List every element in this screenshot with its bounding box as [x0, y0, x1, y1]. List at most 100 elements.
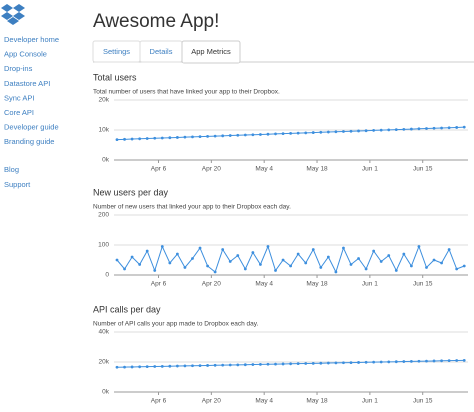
data-point: [198, 364, 202, 367]
data-point: [296, 131, 300, 135]
sidebar-link[interactable]: Support: [4, 180, 31, 189]
x-tick-label: Jun 1: [362, 166, 378, 173]
data-point: [251, 133, 255, 137]
data-point: [364, 267, 368, 271]
x-tick-label: Apr 20: [202, 166, 222, 173]
data-point: [304, 131, 308, 135]
data-point: [145, 249, 149, 253]
tab[interactable]: [181, 40, 241, 64]
data-point: [274, 269, 277, 272]
data-point: [138, 365, 142, 369]
data-point: [183, 135, 187, 139]
app-title: Awesome App!: [93, 11, 219, 32]
sidebar-link[interactable]: Datastore API: [4, 79, 50, 88]
sidebar-link[interactable]: Developer guide: [4, 123, 59, 132]
data-point: [394, 128, 398, 132]
data-point: [221, 134, 225, 138]
data-point: [228, 260, 232, 263]
data-point: [259, 363, 262, 366]
data-point: [145, 365, 149, 369]
x-tick-label: Apr 6: [151, 281, 167, 288]
data-point: [425, 359, 428, 363]
data-point: [138, 263, 142, 266]
sidebar-link[interactable]: App Console: [4, 50, 47, 59]
data-point: [274, 132, 277, 136]
data-point: [198, 246, 202, 250]
x-tick-label: Apr 6: [151, 166, 167, 173]
chart-subtitle: Number of new users that linked your app…: [93, 204, 291, 211]
data-point: [326, 130, 330, 134]
data-point: [191, 364, 194, 368]
data-point: [213, 134, 217, 138]
data-point: [259, 133, 262, 136]
sidebar-link[interactable]: Developer home: [4, 35, 59, 44]
tab-label[interactable]: App Metrics: [191, 47, 231, 56]
x-tick-label: Jun 15: [413, 166, 433, 173]
data-point: [130, 365, 134, 369]
data-point: [387, 254, 391, 257]
data-point: [160, 245, 164, 248]
data-point: [455, 267, 459, 271]
sidebar-link[interactable]: Branding guide: [4, 137, 54, 146]
sidebar-link[interactable]: Blog: [4, 165, 19, 174]
data-point: [296, 252, 300, 256]
data-point: [417, 127, 421, 131]
tab-label[interactable]: Settings: [103, 47, 130, 56]
data-point: [417, 359, 421, 363]
data-point: [342, 246, 345, 250]
data-point: [160, 136, 164, 140]
data-point: [168, 261, 172, 265]
x-tick-label: May 4: [255, 281, 273, 288]
data-point: [304, 362, 308, 365]
data-point: [198, 135, 202, 139]
data-point: [425, 266, 428, 269]
data-point: [236, 133, 240, 137]
data-point: [236, 254, 240, 257]
series-line: [116, 245, 465, 274]
tab-label[interactable]: Details: [150, 47, 173, 56]
data-point: [432, 258, 436, 262]
data-point: [319, 361, 323, 365]
data-point: [379, 128, 383, 132]
data-point: [228, 134, 232, 137]
data-point: [387, 360, 391, 364]
x-tick-label: May 18: [306, 281, 328, 288]
data-point: [221, 248, 225, 251]
data-point: [334, 270, 338, 274]
data-point: [183, 364, 187, 368]
x-tick-label: Jun 15: [413, 398, 433, 405]
data-point: [402, 252, 406, 256]
data-point: [274, 362, 277, 366]
data-point: [402, 127, 406, 131]
data-point: [191, 257, 194, 260]
sidebar-link[interactable]: Sync API: [4, 93, 34, 102]
data-point: [145, 137, 149, 140]
x-tick-label: Jun 15: [413, 281, 433, 288]
x-tick-label: Apr 20: [202, 398, 222, 405]
data-point: [289, 362, 293, 366]
data-point: [266, 245, 270, 248]
data-point: [462, 358, 466, 362]
data-point: [326, 255, 330, 259]
y-tick-label: 10k: [99, 127, 110, 134]
data-point: [379, 260, 383, 263]
data-point: [409, 264, 413, 268]
data-point: [334, 361, 338, 365]
y-tick-label: 20k: [99, 97, 110, 104]
sidebar-link[interactable]: Core API: [4, 108, 34, 117]
data-point: [296, 362, 300, 366]
data-point: [311, 361, 315, 365]
y-tick-label: 0: [105, 272, 109, 279]
data-point: [379, 360, 383, 364]
data-point: [304, 261, 308, 265]
data-point: [168, 136, 172, 140]
data-point: [221, 363, 225, 367]
dropbox-logo: [1, 4, 25, 25]
data-point: [357, 361, 360, 364]
data-point: [191, 135, 194, 139]
chart-title: API calls per day: [93, 304, 161, 314]
data-point: [349, 361, 353, 364]
x-tick-label: Jun 1: [362, 281, 378, 288]
sidebar-link[interactable]: Drop-ins: [4, 64, 33, 73]
